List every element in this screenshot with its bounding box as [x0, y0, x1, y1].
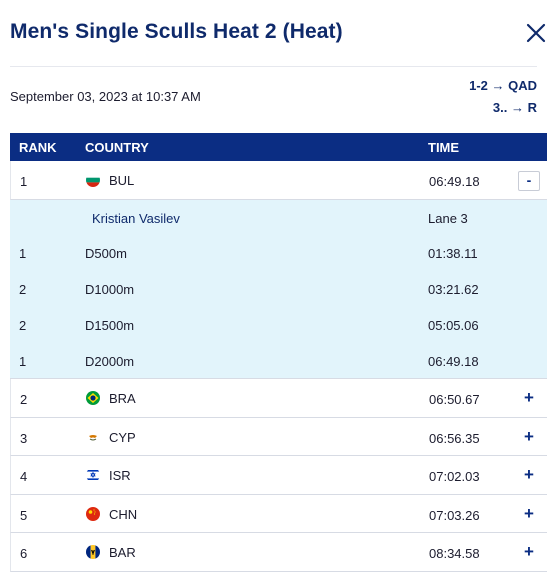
table-row[interactable]: 6 BAR 08:34.58 +: [10, 533, 547, 572]
split-label: D2000m: [85, 353, 135, 369]
expand-toggle-button[interactable]: +: [524, 465, 534, 485]
rank-cell: 6: [20, 546, 28, 562]
time-cell: 07:03.26: [429, 507, 480, 523]
qualification-rule: 1-2 → QAD: [469, 78, 537, 93]
table-row[interactable]: 1 BUL 06:49.18 -: [10, 161, 547, 200]
split-rank: 2: [19, 317, 27, 333]
split-rank: 2: [19, 282, 27, 298]
qualification-rule: 3.. → R: [492, 100, 537, 115]
split-row: 2 D1000m 03:21.62: [10, 271, 547, 307]
rank-cell: 3: [20, 430, 28, 446]
time-cell: 06:50.67: [429, 392, 480, 408]
split-label: D1000m: [85, 282, 135, 298]
bar-flag-icon: [86, 545, 100, 560]
split-rank: 1: [19, 353, 27, 369]
country-cell: CYP: [109, 429, 136, 445]
column-header-country: COUNTRY: [85, 140, 149, 155]
expand-toggle-button[interactable]: +: [524, 542, 534, 562]
country-cell: BUL: [109, 173, 135, 188]
expanded-details: Kristian Vasilev Lane 3 1 D500m 01:38.11…: [10, 199, 547, 380]
split-label: D1500m: [85, 317, 135, 333]
bra-flag-icon: [86, 391, 100, 406]
split-time: 01:38.11: [428, 246, 478, 262]
split-rank: 1: [19, 246, 27, 262]
close-icon[interactable]: [525, 22, 547, 44]
split-row: 1 D500m 01:38.11: [10, 235, 547, 271]
results-table: RANK COUNTRY TIME 1 BUL 06:49.18 - Krist…: [10, 133, 547, 572]
page-title: Men's Single Sculls Heat 2 (Heat): [10, 20, 343, 43]
rank-cell: 2: [20, 392, 28, 408]
time-cell: 06:56.35: [429, 430, 480, 446]
column-header-rank: RANK: [19, 140, 57, 155]
lane-label: Lane 3: [428, 210, 468, 226]
expand-toggle-button[interactable]: +: [524, 426, 534, 446]
rank-cell: 1: [20, 174, 28, 189]
split-row: 1 D2000m 06:49.18: [10, 343, 547, 379]
split-time: 03:21.62: [428, 282, 479, 298]
time-cell: 07:02.03: [429, 469, 480, 485]
rank-cell: 5: [20, 507, 28, 523]
table-row[interactable]: 5 CHN 07:03.26 +: [10, 494, 547, 534]
table-row[interactable]: 4 ISR 07:02.03 +: [10, 456, 547, 495]
table-row[interactable]: 2 BRA 06:50.67 +: [10, 379, 547, 418]
expand-toggle-button[interactable]: +: [524, 388, 534, 408]
table-header: RANK COUNTRY TIME: [10, 133, 547, 161]
cyp-flag-icon: [86, 429, 100, 444]
country-cell: BRA: [109, 391, 136, 407]
country-cell: CHN: [109, 506, 138, 522]
country-cell: BAR: [109, 545, 136, 561]
table-row[interactable]: 3 CYP 06:56.35 +: [10, 417, 547, 457]
athlete-row: Kristian Vasilev Lane 3: [10, 200, 547, 236]
split-row: 2 D1500m 05:05.06: [10, 307, 547, 343]
column-header-time: TIME: [428, 140, 460, 155]
country-cell: ISR: [109, 468, 131, 484]
expand-toggle-button[interactable]: +: [524, 503, 534, 523]
time-cell: 06:49.18: [429, 174, 480, 189]
split-time: 05:05.06: [428, 317, 479, 333]
race-datetime: September 03, 2023 at 10:37 AM: [10, 89, 201, 104]
rank-cell: 4: [20, 469, 28, 485]
chn-flag-icon: [86, 506, 100, 521]
header-divider: [10, 66, 537, 67]
collapse-toggle-button[interactable]: -: [518, 171, 540, 191]
athlete-name[interactable]: Kristian Vasilev: [92, 210, 180, 226]
bul-flag-icon: [86, 173, 100, 187]
split-time: 06:49.18: [428, 353, 479, 369]
split-label: D500m: [85, 246, 127, 262]
isr-flag-icon: [86, 468, 100, 483]
time-cell: 08:34.58: [429, 546, 480, 562]
